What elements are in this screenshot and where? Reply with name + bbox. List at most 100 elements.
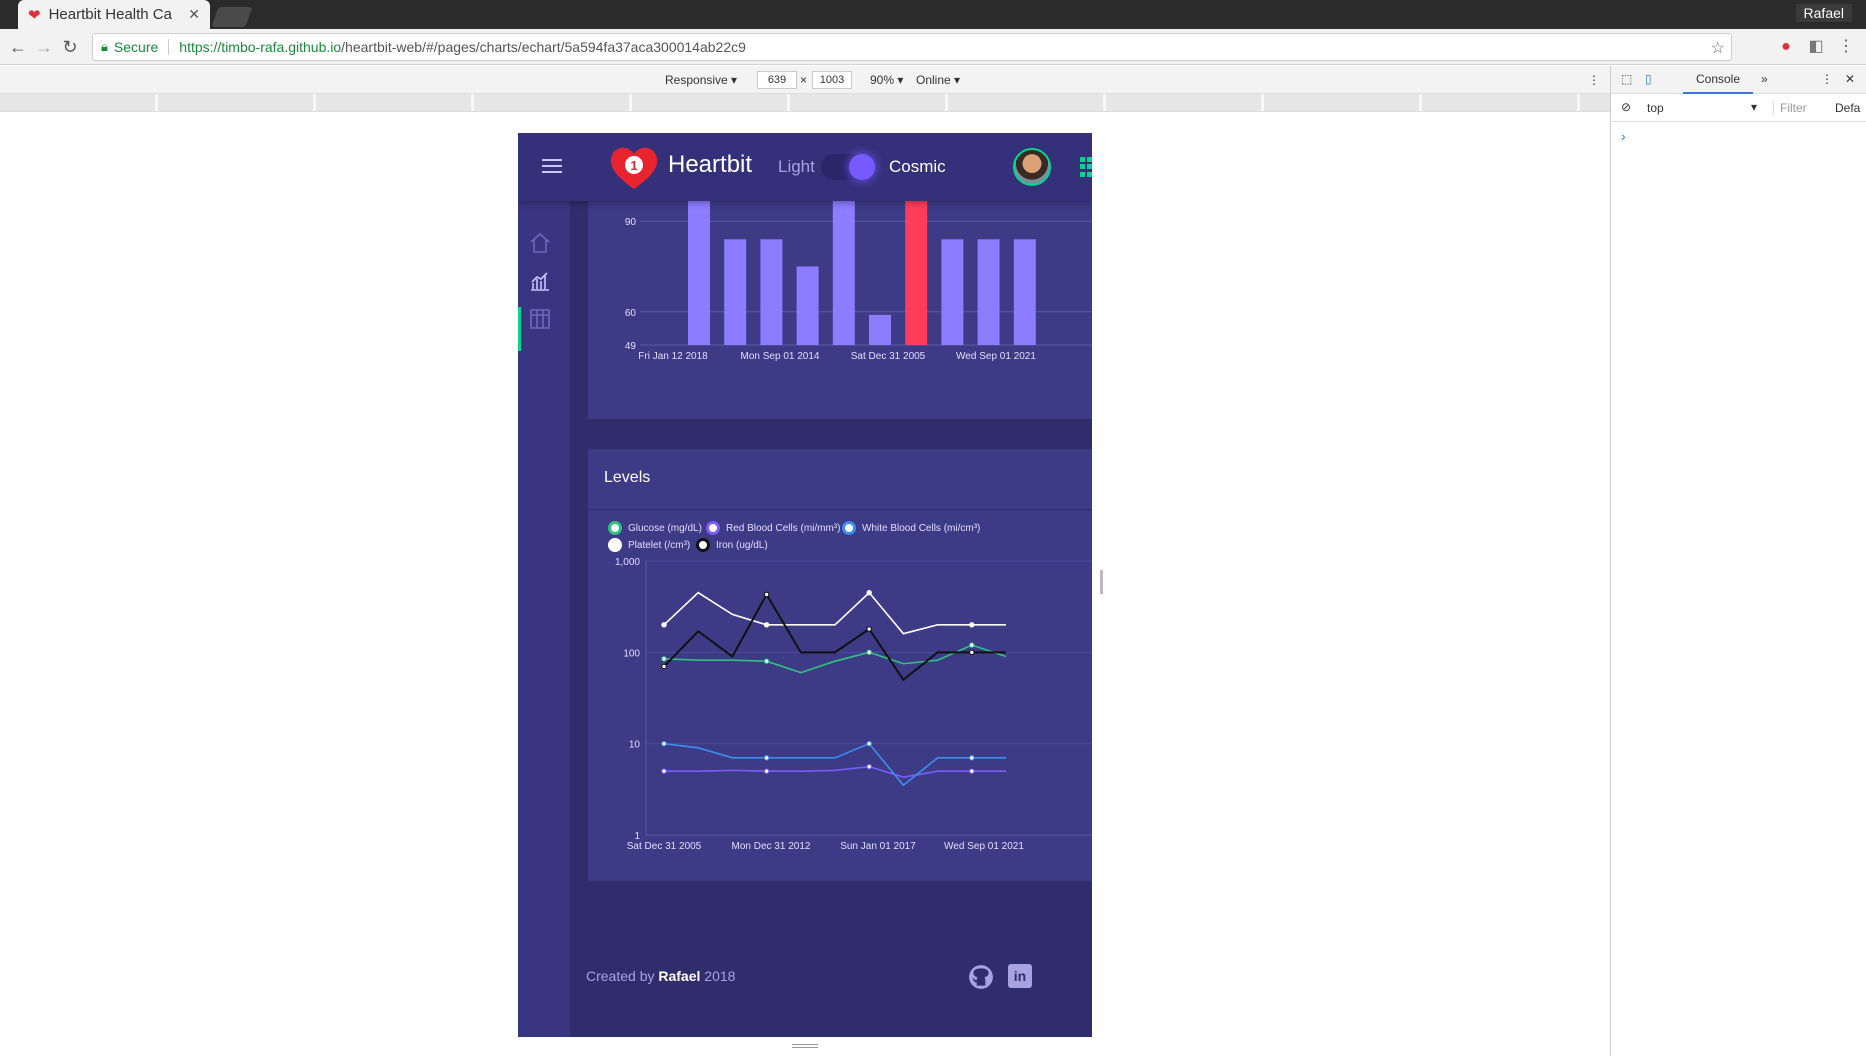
extension-icon[interactable]: ◧ (1808, 38, 1824, 55)
table-icon[interactable] (528, 307, 552, 331)
url-host: https://timbo-rafa.github.io (179, 39, 342, 55)
legend-dot (842, 521, 856, 535)
legend-item[interactable]: Platelet (/cm³) (608, 538, 690, 552)
network-select[interactable]: Online ▾ (916, 73, 961, 87)
series-point (866, 649, 872, 656)
apps-grid-icon[interactable] (1080, 157, 1092, 177)
footer-author[interactable]: Rafael (658, 968, 701, 984)
device-toolbar: Responsive ▾ 639 × 1003 90% ▾ Online ▾ ⋮ (0, 66, 1610, 94)
line-y-tick-label: 100 (623, 648, 640, 659)
bar-chart: 49 60 90 Fri Jan 12 2018 Mon Sep 01 2014 Sat … (625, 201, 1092, 362)
device-toolbar-menu-icon[interactable]: ⋮ (1588, 73, 1600, 87)
url-path: /heartbit-web/#/pages/charts/echart/5a59… (341, 39, 746, 55)
bar-x-tick-label: Fri Jan 12 2018 (638, 351, 708, 362)
zoom-select[interactable]: 90% ▾ (870, 73, 904, 87)
forward-arrow-icon[interactable]: → (35, 37, 53, 57)
menu-toggle-icon[interactable] (542, 159, 562, 173)
line-x-tick-label: Wed Sep 01 2021 (944, 841, 1024, 852)
line-x-tick-label: Sun Jan 01 2017 (840, 841, 916, 852)
bar (941, 239, 964, 345)
console-prompt[interactable]: › (1621, 128, 1626, 144)
devtools-tabbar: ⬚ ▯ Console » ⋮ ✕ (1611, 66, 1866, 94)
reload-icon[interactable]: ↻ (62, 37, 78, 57)
bar (688, 201, 710, 345)
viewport-resize-bottom-handle[interactable] (792, 1044, 818, 1048)
avatar[interactable] (1013, 148, 1051, 186)
levels-select[interactable]: Defa (1835, 101, 1861, 115)
legend-dot (696, 538, 710, 552)
tab-title: Heartbit Health Ca (48, 6, 172, 23)
series-line (663, 592, 1006, 682)
more-tabs-icon[interactable]: » (1761, 72, 1768, 86)
series-point (661, 663, 667, 670)
github-icon[interactable] (968, 964, 994, 990)
series-point (763, 622, 770, 628)
browser-menu-icon[interactable]: ⋮ (1838, 38, 1854, 55)
context-select[interactable]: top (1647, 101, 1664, 115)
context-dropdown-icon[interactable]: ▾ (1751, 100, 1758, 114)
network-label: Online (916, 73, 951, 87)
series-point (969, 622, 975, 628)
heart-badge: 1 (630, 158, 637, 173)
legend-item[interactable]: Red Blood Cells (mi/mm³) (706, 521, 840, 535)
footer: Created by Rafael 2018 in (518, 898, 1092, 1037)
url-field[interactable]: 🔒︎ Secure https://timbo-rafa.github.io /… (92, 33, 1732, 61)
bar (724, 239, 747, 345)
bar (760, 239, 783, 345)
legend-dot (706, 521, 720, 535)
devtools-menu-icon[interactable]: ⋮ (1821, 72, 1833, 86)
line-x-tick-label: Sat Dec 31 2005 (627, 841, 702, 852)
bookmark-star-icon[interactable]: ☆ (1710, 40, 1725, 57)
bar (869, 314, 891, 345)
brand-name[interactable]: Heartbit (668, 151, 753, 178)
viewport-resize-handle[interactable] (1100, 570, 1103, 594)
device-mode-label: Responsive (665, 73, 728, 87)
bar-chart-card: 49 60 90 Fri Jan 12 2018 Mon Sep 01 2014 Sat … (588, 201, 1092, 419)
tab-console[interactable]: Console (1683, 66, 1753, 94)
series-point (763, 658, 770, 664)
devtools-panel: ⬚ ▯ Console » ⋮ ✕ ⊘ top ▾ Filter Defa › (1610, 66, 1866, 1056)
theme-toggle[interactable] (821, 154, 875, 180)
clear-console-icon[interactable]: ⊘ (1621, 100, 1632, 114)
series-point (866, 589, 872, 596)
new-tab-button[interactable] (211, 7, 253, 27)
legend-label: Iron (ug/dL) (716, 539, 768, 551)
device-toggle-icon[interactable]: ▯ (1645, 72, 1652, 86)
bar (977, 239, 1000, 345)
bar-chart-icon[interactable] (528, 269, 552, 293)
series-point (969, 768, 975, 774)
heart-favicon-icon: ❤ (28, 6, 41, 24)
browser-tabbar: ❤ Heartbit Health Ca ✕ Rafael (0, 0, 1866, 29)
series-point (763, 768, 770, 774)
profile-button[interactable]: Rafael (1795, 4, 1852, 22)
linkedin-icon[interactable]: in (1008, 964, 1032, 988)
close-tab-icon[interactable]: ✕ (188, 6, 200, 22)
device-mode-select[interactable]: Responsive ▾ (665, 73, 738, 87)
series-line (664, 765, 1006, 778)
legend-label: Platelet (/cm³) (628, 539, 691, 551)
legend-item[interactable]: Iron (ug/dL) (696, 538, 768, 552)
legend-label: White Blood Cells (mi/cm³) (862, 522, 981, 534)
sidebar (518, 201, 570, 1037)
series-point (866, 740, 872, 747)
bar (832, 201, 855, 345)
browser-tab[interactable]: ❤ Heartbit Health Ca ✕ (18, 0, 210, 29)
app-viewport: 1 Heartbit Light Cosmic 49 60 90 Fri Jan 12… (518, 133, 1092, 1037)
console-filter-input[interactable]: Filter (1773, 101, 1807, 115)
opera-extension-icon[interactable]: ● (1781, 38, 1791, 55)
line-y-tick-label: 10 (629, 740, 641, 751)
console-toolbar: ⊘ top ▾ Filter Defa (1611, 94, 1866, 122)
inspect-element-icon[interactable]: ⬚ (1621, 72, 1633, 86)
legend-item[interactable]: Glucose (mg/dL) (608, 521, 702, 535)
series-point (661, 622, 667, 628)
height-input[interactable]: 1003 (812, 71, 852, 89)
width-input[interactable]: 639 (757, 71, 797, 89)
back-arrow-icon[interactable]: ← (9, 37, 27, 57)
close-devtools-icon[interactable]: ✕ (1845, 72, 1856, 86)
legend-item[interactable]: White Blood Cells (mi/cm³) (842, 521, 980, 535)
sidebar-active-indicator (518, 307, 521, 351)
home-icon[interactable] (528, 231, 552, 255)
footer-credit: Created by Rafael 2018 (586, 968, 735, 984)
bar-x-tick-label: Wed Sep 01 2021 (956, 351, 1036, 362)
